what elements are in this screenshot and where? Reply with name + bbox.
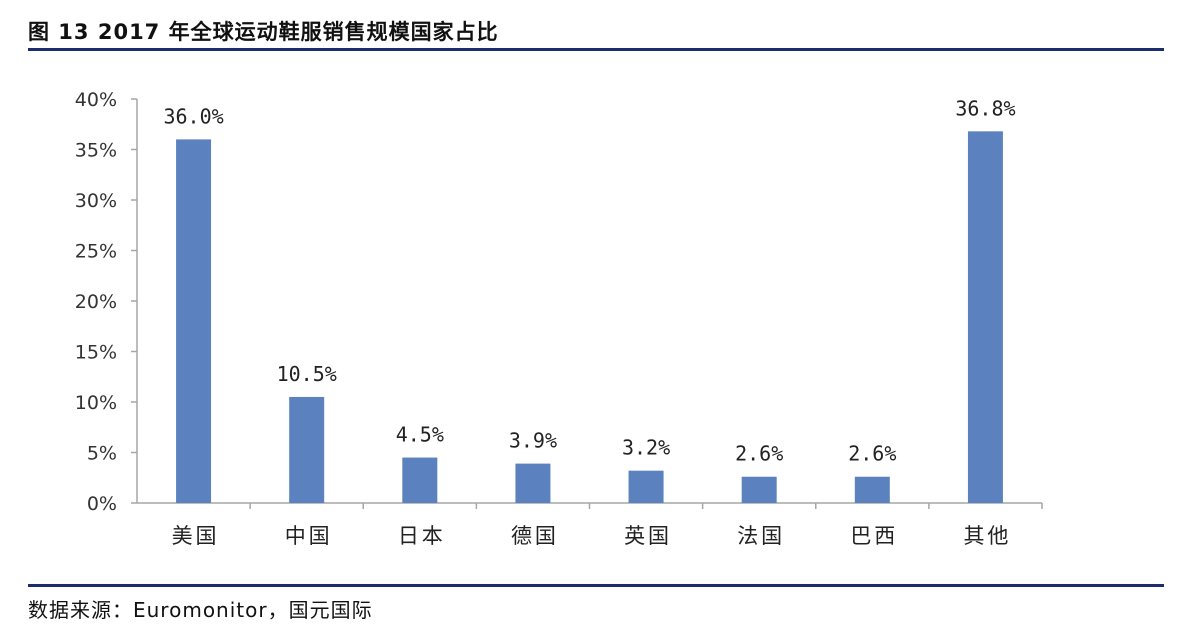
data-label-0: 36.0% — [163, 104, 223, 128]
chart-area: 0% 5% 10% 15% 20% 25% 30% 35% 40% 36.0% 美国 10.5% 中国 4… — [0, 52, 1200, 582]
bar-3 — [515, 463, 551, 503]
y-tick-label: 10% — [75, 392, 117, 414]
data-label-1: 10.5% — [277, 362, 337, 386]
bar-7 — [967, 131, 1003, 503]
data-label-5: 2.6% — [735, 442, 783, 466]
category-label-2: 日本 — [398, 524, 446, 548]
bar-4 — [628, 470, 664, 503]
data-label-6: 2.6% — [848, 442, 896, 466]
category-label-5: 法国 — [737, 524, 785, 548]
figure-header: 图 13 2017 年全球运动鞋服销售规模国家占比 — [28, 10, 1164, 50]
category-label-1: 中国 — [285, 524, 333, 548]
y-tick-label: 20% — [75, 291, 117, 313]
y-tick-label: 40% — [75, 89, 117, 111]
category-label-4: 英国 — [624, 524, 672, 548]
data-label-3: 3.9% — [509, 429, 557, 453]
y-tick-label: 0% — [87, 493, 117, 515]
y-tick-label: 5% — [87, 443, 117, 465]
data-label-7: 36.8% — [955, 96, 1015, 120]
bar-chart: 0% 5% 10% 15% 20% 25% 30% 35% 40% 36.0% 美国 10.5% 中国 4… — [75, 89, 1043, 548]
y-tick-label: 25% — [75, 241, 117, 263]
category-label-6: 巴西 — [850, 524, 898, 548]
bar-1 — [289, 396, 325, 503]
bar-5 — [741, 476, 777, 503]
source-note: 数据来源：Euromonitor，国元国际 — [28, 598, 373, 622]
data-label-4: 3.2% — [622, 436, 670, 460]
y-tick-label: 35% — [75, 140, 117, 162]
y-tick-label: 15% — [75, 342, 117, 364]
bar-6 — [854, 476, 890, 503]
data-label-2: 4.5% — [396, 423, 444, 447]
bar-0 — [176, 139, 212, 503]
y-tick-label: 30% — [75, 190, 117, 212]
bottom-rule — [28, 584, 1164, 587]
category-label-0: 美国 — [172, 524, 220, 548]
category-label-7: 其他 — [963, 524, 1011, 548]
figure-title: 图 13 2017 年全球运动鞋服销售规模国家占比 — [28, 20, 499, 44]
top-rule — [28, 48, 1164, 51]
category-label-3: 德国 — [511, 524, 559, 548]
bar-2 — [402, 457, 438, 503]
